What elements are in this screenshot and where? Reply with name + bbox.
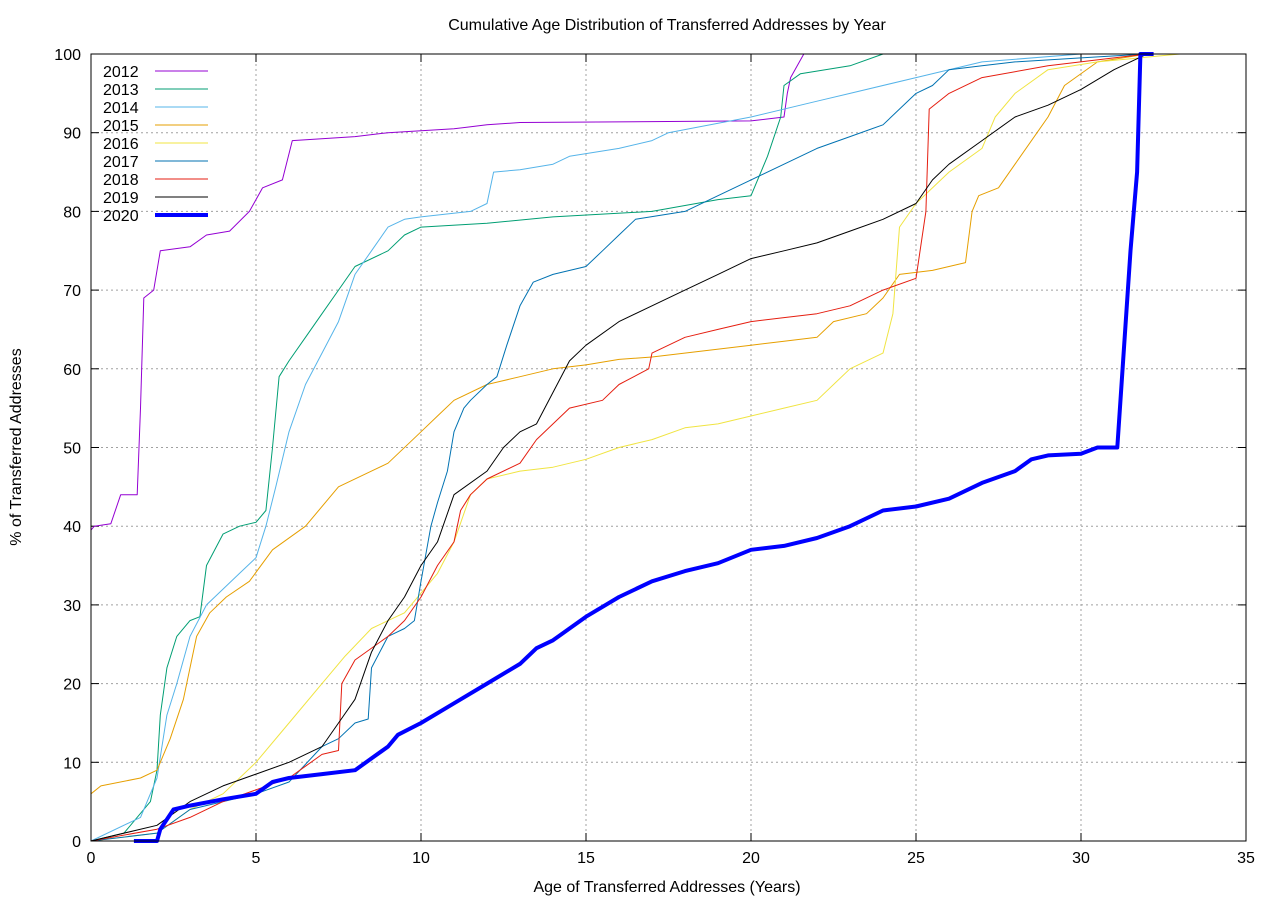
plot-frame — [90, 53, 1247, 842]
legend-label-2015: 2015 — [103, 118, 139, 135]
y-axis-label: % of Transferred Addresses — [8, 348, 25, 545]
x-tick-label: 15 — [577, 850, 595, 867]
y-tick-label: 20 — [63, 677, 81, 694]
series-line-2013 — [90, 53, 884, 842]
x-tick-label: 0 — [87, 850, 96, 867]
series-line-2017 — [90, 53, 1148, 842]
legend-label-2014: 2014 — [103, 100, 139, 117]
series-lines — [90, 52, 1181, 843]
x-tick-label: 5 — [252, 850, 261, 867]
series-line-2012 — [90, 53, 805, 531]
axis-ticks: 0 5 10 15 20 25 30 35 0 10 20 30 40 50 60 70 80 90 100 — [54, 47, 1255, 867]
y-tick-label: 70 — [63, 283, 81, 300]
x-tick-label: 35 — [1237, 850, 1255, 867]
x-tick-label: 20 — [742, 850, 760, 867]
x-tick-label: 25 — [907, 850, 925, 867]
legend-label-2017: 2017 — [103, 154, 139, 171]
series-line-2018 — [90, 53, 1148, 842]
y-tick-label: 40 — [63, 519, 81, 536]
y-tick-label: 60 — [63, 362, 81, 379]
x-tick-label: 10 — [412, 850, 430, 867]
chart-title: Cumulative Age Distribution of Transferr… — [448, 17, 886, 34]
series-line-2016 — [90, 53, 1181, 842]
series-line-2020 — [133, 52, 1154, 843]
legend-label-2018: 2018 — [103, 172, 139, 189]
y-tick-label: 50 — [63, 441, 81, 458]
series-line-2014 — [90, 53, 1082, 842]
legend-label-2020: 2020 — [103, 208, 139, 225]
grid — [91, 54, 1246, 841]
legend-label-2019: 2019 — [103, 190, 139, 207]
y-tick-label: 0 — [72, 834, 81, 851]
y-tick-label: 90 — [63, 126, 81, 143]
y-tick-label: 10 — [63, 755, 81, 772]
y-tick-label: 30 — [63, 598, 81, 615]
legend-label-2016: 2016 — [103, 136, 139, 153]
legend-label-2012: 2012 — [103, 64, 139, 81]
series-line-2019 — [90, 53, 1148, 842]
series-line-2015 — [90, 53, 1148, 795]
legend-label-2013: 2013 — [103, 82, 139, 99]
y-tick-label: 80 — [63, 204, 81, 221]
y-tick-label: 100 — [54, 47, 81, 64]
x-axis-label: Age of Transferred Addresses (Years) — [533, 879, 800, 896]
x-tick-label: 30 — [1072, 850, 1090, 867]
